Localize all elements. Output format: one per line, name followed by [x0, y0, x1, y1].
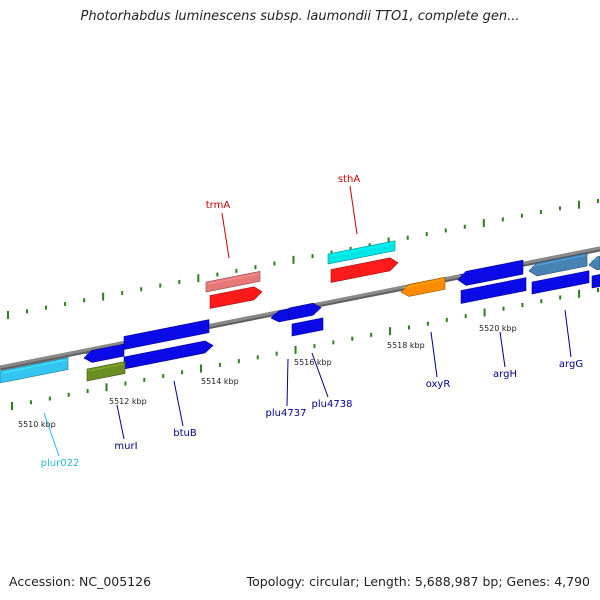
gene-feature[interactable]	[330, 257, 399, 283]
kbp-tick-label: 5514 kbp	[201, 377, 239, 386]
gene-arrow-highlight	[593, 276, 599, 279]
gene-feature[interactable]	[531, 270, 590, 295]
gene-leader-line	[430, 331, 438, 378]
gene-leader-line	[173, 380, 184, 427]
gene-arrow-highlight	[85, 345, 123, 355]
gene-arrow[interactable]	[591, 274, 600, 289]
gene-label[interactable]: plur022	[41, 412, 80, 469]
gene-name[interactable]: oxyR	[426, 379, 451, 390]
gene-feature[interactable]	[460, 277, 527, 304]
gene-name[interactable]: plu4737	[266, 408, 307, 419]
gene-arrow-highlight	[207, 273, 259, 285]
gene-feature[interactable]	[588, 256, 600, 271]
gene-arrow[interactable]	[460, 277, 527, 304]
kbp-tick-label: 5518 kbp	[387, 341, 425, 350]
gene-arrow[interactable]	[291, 317, 324, 337]
genome-summary-text: Topology: circular; Length: 5,688,987 bp…	[246, 574, 590, 589]
feature-tracks	[0, 240, 600, 384]
gene-arrow[interactable]	[288, 302, 322, 321]
kbp-tick-label: 5512 kbp	[109, 397, 147, 406]
gene-leader-line	[116, 404, 125, 440]
gene-label[interactable]: trmA	[206, 200, 231, 259]
gene-feature[interactable]	[591, 274, 600, 289]
gene-arrow-highlight	[332, 259, 391, 273]
gene-name[interactable]: murI	[114, 441, 137, 452]
gene-arrow-highlight	[402, 279, 444, 289]
kbp-ticks: 5510 kbp 5512 kbp 5514 kbp 5516 kbp 5518 kbp…	[18, 324, 517, 429]
gene-arrow-highlight	[329, 242, 394, 257]
gene-feature[interactable]	[288, 302, 322, 321]
gene-feature[interactable]	[327, 240, 396, 265]
gene-arrow-highlight	[88, 363, 124, 372]
kbp-tick-label: 5510 kbp	[18, 420, 56, 429]
gene-labels: trmA sthA plur022 murI btuB plu4737 plu4738 oxy…	[41, 174, 583, 469]
gene-arrow[interactable]	[86, 361, 126, 382]
gene-feature[interactable]	[123, 319, 210, 350]
gene-leader-line	[43, 412, 60, 457]
gene-arrow[interactable]	[123, 319, 210, 350]
gene-leader-line	[311, 352, 329, 398]
gene-arrow[interactable]	[0, 357, 69, 384]
gene-label[interactable]: argG	[559, 309, 583, 370]
gene-feature[interactable]	[400, 276, 446, 297]
gene-name[interactable]: argH	[493, 369, 517, 380]
gene-feature[interactable]	[83, 343, 125, 363]
gene-feature[interactable]	[291, 317, 324, 337]
gene-arrow-highlight	[293, 319, 322, 327]
gene-arrow-highlight	[125, 321, 208, 340]
gene-feature[interactable]	[270, 308, 290, 323]
gene-leader-line	[564, 309, 572, 358]
kbp-tick-label: 5520 kbp	[479, 324, 517, 333]
gene-feature[interactable]	[0, 357, 69, 384]
gene-label[interactable]: oxyR	[426, 331, 451, 390]
gene-arrow[interactable]	[588, 256, 600, 271]
gene-arrow[interactable]	[528, 252, 588, 277]
gene-label[interactable]: plu4737	[266, 358, 307, 419]
gene-label[interactable]: sthA	[338, 174, 360, 235]
gene-arrow[interactable]	[330, 257, 399, 283]
gene-arrow[interactable]	[457, 259, 524, 286]
gene-arrow[interactable]	[531, 270, 590, 295]
gene-arrow-highlight	[459, 261, 522, 276]
gene-name[interactable]: argG	[559, 359, 583, 370]
kbp-tick-label: 5516 kbp	[294, 358, 332, 367]
gene-leader-line	[286, 358, 289, 407]
gene-arrow-highlight	[1, 359, 67, 374]
gene-feature[interactable]	[528, 252, 588, 277]
gene-arrow-highlight	[125, 342, 206, 360]
gene-feature[interactable]	[86, 361, 126, 382]
gene-arrow-highlight	[590, 258, 599, 262]
gene-leader-line	[349, 185, 358, 235]
gene-name[interactable]: trmA	[206, 200, 231, 211]
track-dashes	[7, 199, 599, 410]
accession-text: Accession: NC_005126	[9, 574, 152, 589]
gene-arrow-highlight	[462, 279, 525, 294]
gene-label[interactable]: argH	[493, 331, 517, 380]
gene-label[interactable]: murI	[114, 404, 138, 452]
gene-name[interactable]: plu4738	[312, 399, 353, 410]
gene-name[interactable]: btuB	[173, 428, 197, 439]
gene-name[interactable]: sthA	[338, 174, 360, 185]
gene-arrow-highlight	[530, 254, 586, 268]
genome-title: Photorhabdus luminescens subsp. laumondi…	[80, 9, 520, 24]
gene-arrow-highlight	[272, 310, 288, 316]
gene-feature[interactable]	[209, 286, 263, 309]
gene-arrow-highlight	[533, 272, 588, 285]
gene-leader-line	[221, 212, 230, 259]
gene-arrow-highlight	[290, 304, 314, 311]
gene-feature[interactable]	[457, 259, 524, 286]
gene-name[interactable]: plur022	[41, 458, 80, 469]
gene-label[interactable]: plu4738	[311, 352, 353, 410]
gene-leader-line	[499, 331, 506, 368]
gene-feature[interactable]	[205, 270, 261, 293]
gene-arrow-highlight	[211, 288, 255, 299]
gene-arrow[interactable]	[209, 286, 263, 309]
gene-label[interactable]: btuB	[173, 380, 197, 439]
